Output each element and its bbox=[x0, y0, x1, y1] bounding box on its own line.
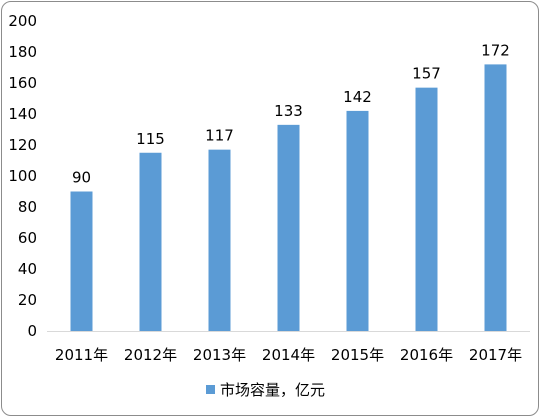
bar-value-label: 172 bbox=[481, 41, 510, 59]
bar-value-label: 90 bbox=[72, 169, 91, 187]
y-tick-label: 100 bbox=[8, 167, 37, 185]
bar-value-label: 142 bbox=[343, 88, 372, 106]
legend: 市场容量，亿元 bbox=[206, 381, 325, 399]
bar bbox=[139, 152, 162, 331]
bars bbox=[70, 64, 507, 332]
y-tick-label: 160 bbox=[8, 74, 37, 92]
bar-value-label: 117 bbox=[205, 127, 234, 145]
bar bbox=[277, 124, 300, 331]
y-tick-label: 140 bbox=[8, 105, 37, 123]
legend-swatch bbox=[206, 385, 215, 394]
x-tick-label: 2016年 bbox=[400, 346, 453, 364]
y-tick-label: 80 bbox=[18, 198, 37, 216]
y-tick-label: 120 bbox=[8, 136, 37, 154]
y-tick-label: 20 bbox=[18, 291, 37, 309]
bar bbox=[415, 87, 438, 332]
bar bbox=[70, 191, 93, 331]
bar-value-label: 157 bbox=[412, 65, 441, 83]
y-tick-label: 0 bbox=[27, 322, 37, 340]
x-tick-label: 2015年 bbox=[331, 346, 384, 364]
x-tick-label: 2011年 bbox=[55, 346, 108, 364]
y-tick-label: 200 bbox=[8, 12, 37, 30]
bar-value-label: 133 bbox=[274, 102, 303, 120]
x-axis-ticks: 2011年 2012年 2013年 2014年 2015年 2016年 2017年 bbox=[55, 346, 522, 364]
x-tick-label: 2014年 bbox=[262, 346, 315, 364]
y-tick-label: 60 bbox=[18, 229, 37, 247]
bar bbox=[346, 110, 369, 332]
bar-value-label: 115 bbox=[136, 130, 165, 148]
x-tick-label: 2017年 bbox=[469, 346, 522, 364]
y-axis-ticks: 0 20 40 60 80 100 120 140 160 180 200 bbox=[8, 12, 37, 340]
bar bbox=[208, 149, 231, 331]
bar-data-labels: 90 115 117 133 142 157 172 bbox=[72, 41, 510, 186]
bar bbox=[484, 64, 507, 332]
x-tick-label: 2013年 bbox=[193, 346, 246, 364]
y-tick-label: 40 bbox=[18, 260, 37, 278]
x-tick-label: 2012年 bbox=[124, 346, 177, 364]
y-tick-label: 180 bbox=[8, 43, 37, 61]
legend-label: 市场容量，亿元 bbox=[220, 381, 325, 399]
